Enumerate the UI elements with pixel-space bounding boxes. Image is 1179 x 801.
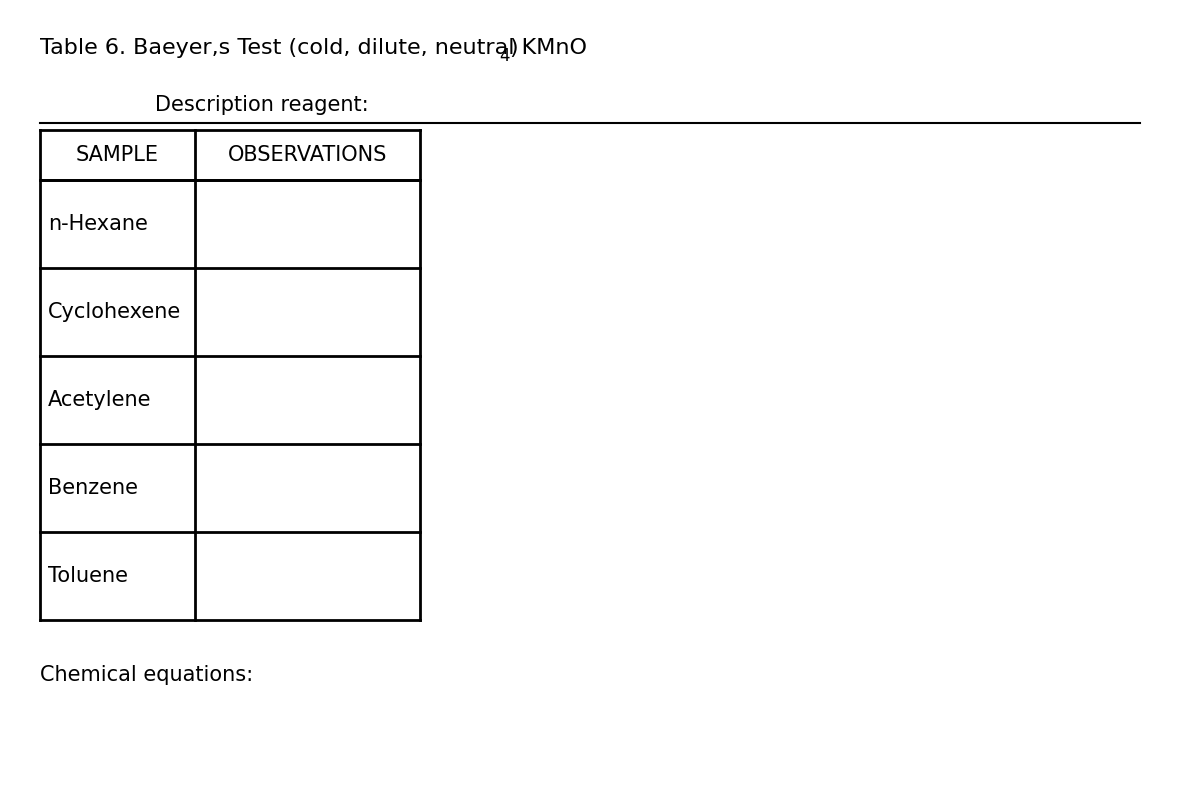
Text: ): ): [509, 38, 518, 58]
Text: SAMPLE: SAMPLE: [75, 145, 159, 165]
Text: Description reagent:: Description reagent:: [154, 95, 369, 115]
Text: Acetylene: Acetylene: [48, 390, 151, 410]
Text: Table 6. Baeyer,s Test (cold, dilute, neutral KMnO: Table 6. Baeyer,s Test (cold, dilute, ne…: [40, 38, 587, 58]
Text: OBSERVATIONS: OBSERVATIONS: [228, 145, 387, 165]
Text: Chemical equations:: Chemical equations:: [40, 665, 253, 685]
Text: Toluene: Toluene: [48, 566, 129, 586]
Text: Cyclohexene: Cyclohexene: [48, 302, 182, 322]
Text: Benzene: Benzene: [48, 478, 138, 498]
Text: 4: 4: [499, 46, 509, 65]
Text: n-Hexane: n-Hexane: [48, 214, 147, 234]
